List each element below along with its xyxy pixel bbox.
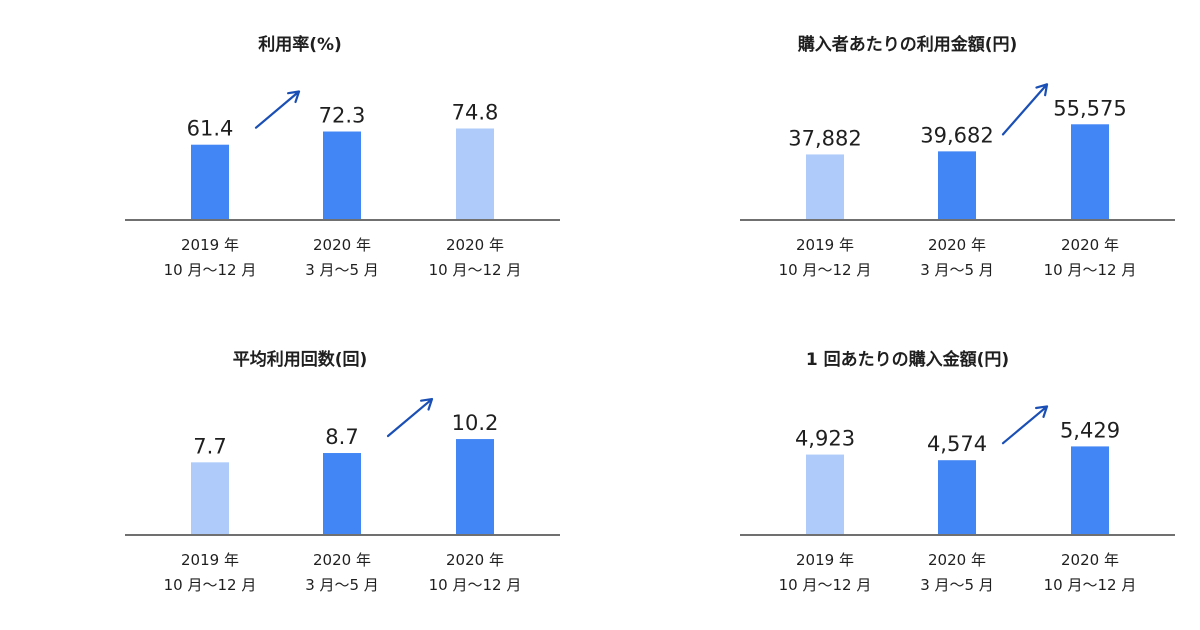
category-month-label-1: 3 月〜5 月 xyxy=(920,576,994,594)
trend-arrow-icon xyxy=(1001,83,1049,136)
bar-0 xyxy=(806,454,844,534)
category-month-label-1: 3 月〜5 月 xyxy=(305,261,379,279)
value-label-2: 74.8 xyxy=(452,100,499,124)
category-year-label-2: 2020 年 xyxy=(1061,236,1119,254)
trend-arrow-icon xyxy=(386,397,434,438)
category-month-label-2: 10 月〜12 月 xyxy=(1044,576,1137,594)
category-month-label-0: 10 月〜12 月 xyxy=(779,576,872,594)
category-year-label-0: 2019 年 xyxy=(796,551,854,569)
value-label-0: 37,882 xyxy=(788,126,861,150)
value-label-1: 72.3 xyxy=(319,104,366,128)
trend-arrow-icon xyxy=(1001,405,1049,445)
category-month-label-1: 3 月〜5 月 xyxy=(305,576,379,594)
value-label-0: 7.7 xyxy=(193,434,226,458)
chart-title: 1 回あたりの購入金額(円) xyxy=(806,349,1009,370)
chart-spend-per-purchase: 1 回あたりの購入金額(円) 4,923 2019 年 10 月〜12 月 4,574 2… xyxy=(740,349,1175,594)
category-month-label-2: 10 月〜12 月 xyxy=(429,576,522,594)
value-label-1: 8.7 xyxy=(325,425,358,449)
category-year-label-1: 2020 年 xyxy=(313,551,371,569)
bar-1 xyxy=(323,131,361,219)
value-label-1: 4,574 xyxy=(927,432,987,456)
bar-2 xyxy=(1071,124,1109,219)
category-month-label-0: 10 月〜12 月 xyxy=(779,261,872,279)
value-label-2: 55,575 xyxy=(1053,96,1126,120)
bar-1 xyxy=(938,151,976,219)
bar-1 xyxy=(938,460,976,534)
bar-1 xyxy=(323,453,361,534)
value-label-2: 5,429 xyxy=(1060,418,1120,442)
category-month-label-2: 10 月〜12 月 xyxy=(1044,261,1137,279)
category-year-label-1: 2020 年 xyxy=(928,551,986,569)
bar-2 xyxy=(1071,446,1109,534)
chart-panel-usage-rate: 利用率(%) 61.4 2019 年 10 月〜12 月 72.3 2020 年 3 月〜5… xyxy=(0,0,600,315)
bar-0 xyxy=(191,144,229,219)
category-month-label-2: 10 月〜12 月 xyxy=(429,261,522,279)
bar-0 xyxy=(806,154,844,219)
chart-panel-avg-usage-count: 平均利用回数(回) 7.7 2019 年 10 月〜12 月 8.7 2020 年 3 月〜… xyxy=(0,315,600,630)
category-year-label-2: 2020 年 xyxy=(1061,551,1119,569)
category-year-label-0: 2019 年 xyxy=(796,236,854,254)
value-label-1: 39,682 xyxy=(920,123,993,147)
bar-2 xyxy=(456,128,494,219)
category-year-label-0: 2019 年 xyxy=(181,551,239,569)
category-year-label-1: 2020 年 xyxy=(313,236,371,254)
category-month-label-0: 10 月〜12 月 xyxy=(164,576,257,594)
category-year-label-1: 2020 年 xyxy=(928,236,986,254)
chart-panel-spend-per-purchase: 1 回あたりの購入金額(円) 4,923 2019 年 10 月〜12 月 4,574 2… xyxy=(600,315,1200,630)
trend-arrow-icon xyxy=(254,90,301,129)
category-year-label-2: 2020 年 xyxy=(446,551,504,569)
category-month-label-1: 3 月〜5 月 xyxy=(920,261,994,279)
category-year-label-0: 2019 年 xyxy=(181,236,239,254)
bar-0 xyxy=(191,462,229,534)
category-year-label-2: 2020 年 xyxy=(446,236,504,254)
bar-2 xyxy=(456,439,494,534)
chart-panel-spend-per-buyer: 購入者あたりの利用金額(円) 37,882 2019 年 10 月〜12 月 39,68… xyxy=(600,0,1200,315)
value-label-2: 10.2 xyxy=(452,411,499,435)
chart-usage-rate: 利用率(%) 61.4 2019 年 10 月〜12 月 72.3 2020 年 3 月〜5… xyxy=(125,34,560,279)
value-label-0: 4,923 xyxy=(795,427,855,451)
chart-title: 購入者あたりの利用金額(円) xyxy=(798,34,1018,55)
chart-title: 平均利用回数(回) xyxy=(233,349,368,370)
category-month-label-0: 10 月〜12 月 xyxy=(164,261,257,279)
chart-spend-per-buyer: 購入者あたりの利用金額(円) 37,882 2019 年 10 月〜12 月 39,68… xyxy=(740,34,1175,279)
chart-title: 利用率(%) xyxy=(258,34,342,55)
value-label-0: 61.4 xyxy=(187,117,234,141)
chart-avg-usage-count: 平均利用回数(回) 7.7 2019 年 10 月〜12 月 8.7 2020 年 3 月〜… xyxy=(125,349,560,594)
